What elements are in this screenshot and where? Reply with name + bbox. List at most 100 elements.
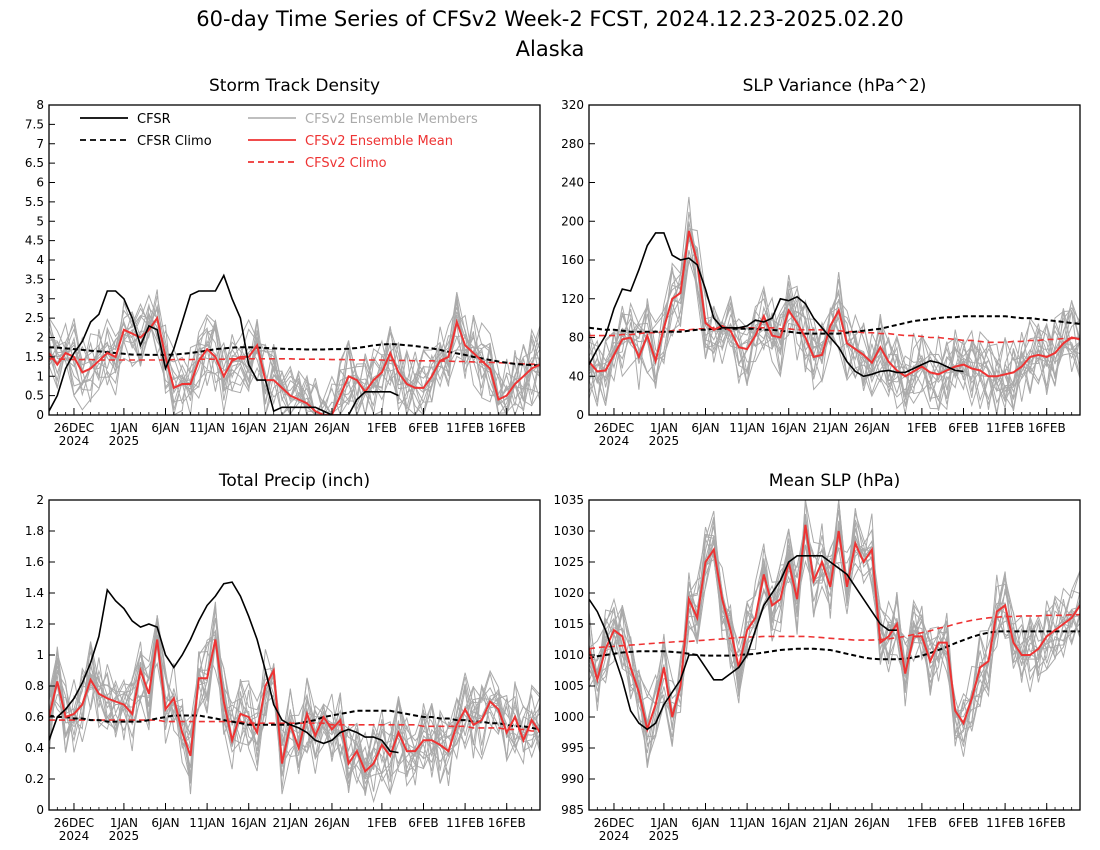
y-tick-label: 1020 xyxy=(553,586,584,600)
panel-total-precip: Total Precip (inch) 0 0.2 0.4 0.6 0.8 1 1.2 1.4 1… xyxy=(25,471,541,843)
x-tick-label: 6JAN xyxy=(151,421,179,435)
x-year-label: 2024 xyxy=(599,434,630,448)
x-tick-label: 6JAN xyxy=(151,816,179,830)
y-tick-label: 5.5 xyxy=(25,195,44,209)
y-tick-label: 2 xyxy=(36,493,44,507)
y-tick-label: 280 xyxy=(561,137,584,151)
panel-slp-variance: SLP Variance (hPa^2) 0 40 80 120 160 200 240 280… xyxy=(561,76,1081,448)
x-tick-label: 11JAN xyxy=(189,421,225,435)
y-tick-label: 1000 xyxy=(553,710,584,724)
series-cfsv2-ensemble-mean xyxy=(589,230,1080,378)
y-tick-label: 1035 xyxy=(553,493,584,507)
y-tick-label: 0 xyxy=(36,408,44,422)
y-tick-label: 8 xyxy=(36,98,44,112)
x-year-label: 2025 xyxy=(109,434,140,448)
x-tick-label: 21JAN xyxy=(812,421,848,435)
y-tick-label: 40 xyxy=(569,369,584,383)
figure-title: 60-day Time Series of CFSv2 Week-2 FCST,… xyxy=(196,7,903,31)
x-year-label: 2024 xyxy=(59,829,90,843)
y-tick-label: 3 xyxy=(36,292,44,306)
series-cfsr xyxy=(49,581,399,754)
x-tick-label: 16JAN xyxy=(231,816,267,830)
y-tick-label: 0.5 xyxy=(25,389,44,403)
plot-area xyxy=(589,196,1080,415)
y-tick-label: 200 xyxy=(561,214,584,228)
series-cfsr xyxy=(49,273,399,415)
y-tick-label: 1010 xyxy=(553,648,584,662)
legend-label: CFSv2 Ensemble Members xyxy=(305,112,478,127)
x-tick-label: 26DEC xyxy=(594,816,634,830)
y-tick-label: 4 xyxy=(36,253,44,267)
y-tick-label: 3.5 xyxy=(25,272,44,286)
legend: CFSR CFSR Climo CFSv2 Ensemble Members CFSv… xyxy=(80,112,478,171)
y-tick-label: 2 xyxy=(36,331,44,345)
series-cfsv2-climo xyxy=(589,613,1080,650)
x-tick-label: 6FEB xyxy=(408,421,438,435)
series-cfsr-climo xyxy=(49,343,540,367)
y-tick-label: 0 xyxy=(36,803,44,817)
x-tick-label: 16JAN xyxy=(771,816,807,830)
x-tick-label: 1FEB xyxy=(907,816,937,830)
y-tick-label: 0 xyxy=(576,408,584,422)
y-tick-label: 1.5 xyxy=(25,350,44,364)
series-cfsv2-climo xyxy=(49,357,540,366)
x-tick-label: 11JAN xyxy=(729,421,765,435)
panel-storm-track-density: Storm Track Density 0 0.5 1 1.5 2 2.5 3 3.5 4 4.5 5… xyxy=(25,76,541,448)
series-ensemble-member xyxy=(49,302,540,415)
series-ensemble-member xyxy=(49,635,540,780)
y-tick-label: 1.2 xyxy=(25,617,44,631)
x-tick-label: 26DEC xyxy=(54,421,94,435)
x-tick-label: 1FEB xyxy=(367,816,397,830)
legend-label: CFSR Climo xyxy=(137,134,212,149)
y-tick-label: 120 xyxy=(561,292,584,306)
y-tick-label: 990 xyxy=(561,772,584,786)
series-cfsr xyxy=(589,232,964,378)
plot-area xyxy=(589,500,1080,768)
y-tick-label: 1005 xyxy=(553,679,584,693)
x-tick-label: 16FEB xyxy=(488,816,526,830)
y-tick-label: 1.4 xyxy=(25,586,44,600)
x-tick-label: 1FEB xyxy=(907,421,937,435)
series-cfsv2-climo xyxy=(49,719,540,732)
x-tick-label: 1JAN xyxy=(110,421,138,435)
x-tick-label: 26JAN xyxy=(314,421,350,435)
y-tick-label: 2.5 xyxy=(25,311,44,325)
x-tick-label: 16JAN xyxy=(231,421,267,435)
x-tick-label: 6FEB xyxy=(948,816,978,830)
x-tick-label: 26JAN xyxy=(854,816,890,830)
y-tick-label: 320 xyxy=(561,98,584,112)
x-tick-label: 11JAN xyxy=(189,816,225,830)
panel-title: Storm Track Density xyxy=(209,76,380,96)
x-tick-label: 11FEB xyxy=(446,421,484,435)
y-tick-label: 240 xyxy=(561,176,584,190)
x-year-label: 2025 xyxy=(109,829,140,843)
x-tick-label: 21JAN xyxy=(812,816,848,830)
series-ensemble-member xyxy=(49,636,540,770)
panel-title: Total Precip (inch) xyxy=(218,471,370,491)
x-tick-label: 1JAN xyxy=(110,816,138,830)
x-tick-label: 16FEB xyxy=(488,421,526,435)
x-year-label: 2025 xyxy=(649,829,680,843)
figure-subtitle: Alaska xyxy=(516,37,585,61)
series-cfsr-climo xyxy=(589,315,1080,335)
x-tick-label: 16FEB xyxy=(1028,816,1066,830)
y-tick-label: 160 xyxy=(561,253,584,267)
x-tick-label: 26DEC xyxy=(54,816,94,830)
x-tick-label: 16FEB xyxy=(1028,421,1066,435)
x-tick-label: 21JAN xyxy=(272,816,308,830)
x-tick-label: 6JAN xyxy=(691,816,719,830)
x-tick-label: 6FEB xyxy=(948,421,978,435)
series-ensemble-member xyxy=(589,196,1080,414)
x-tick-label: 26JAN xyxy=(854,421,890,435)
series-ensemble-member xyxy=(49,316,540,415)
x-tick-label: 1FEB xyxy=(367,421,397,435)
series-cfsr-climo xyxy=(49,709,540,731)
x-year-label: 2024 xyxy=(599,829,630,843)
y-tick-label: 1.6 xyxy=(25,555,44,569)
plot-area xyxy=(49,581,540,804)
y-tick-label: 6 xyxy=(36,176,44,190)
series-ensemble-member xyxy=(589,501,1080,746)
y-tick-label: 1.8 xyxy=(25,524,44,538)
panel-title: SLP Variance (hPa^2) xyxy=(743,76,927,96)
